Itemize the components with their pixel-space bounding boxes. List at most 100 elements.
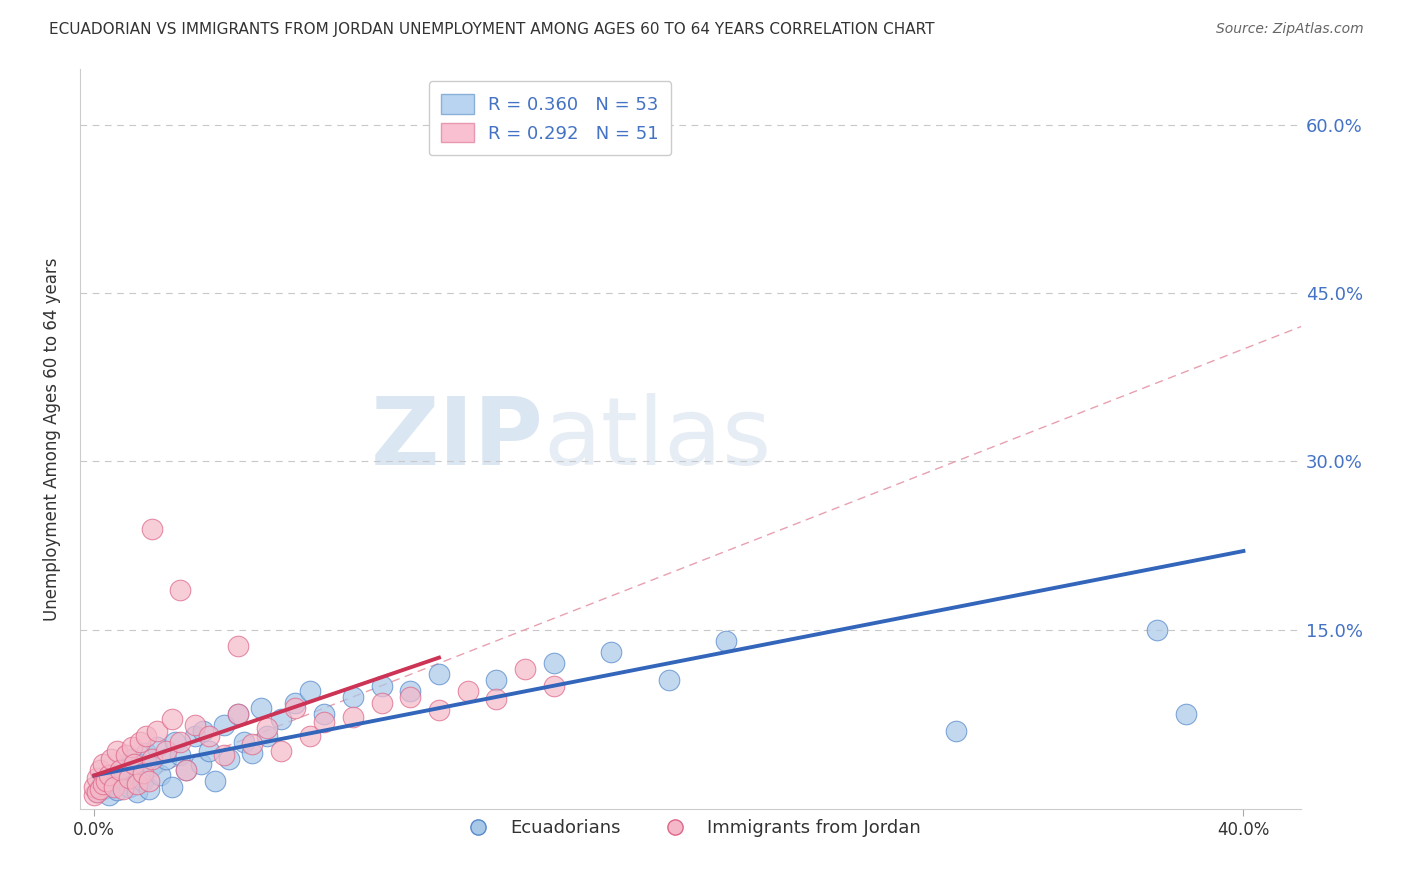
Point (193, 723, 215, 738)
Text: Source: ZipAtlas.com: Source: ZipAtlas.com (1216, 22, 1364, 37)
Point (94, 774, 117, 789)
Text: ECUADORIAN VS IMMIGRANTS FROM JORDAN UNEMPLOYMENT AMONG AGES 60 TO 64 YEARS CORR: ECUADORIAN VS IMMIGRANTS FROM JORDAN UNE… (49, 22, 935, 37)
Point (226, 706, 249, 721)
Point (190, 757, 212, 772)
Point (256, 729, 278, 743)
Point (232, 735, 254, 749)
Point (945, 723, 967, 738)
Point (115, 748, 138, 763)
Point (111, 763, 134, 777)
Point (129, 735, 152, 749)
Point (149, 768, 172, 782)
Point (83, 788, 105, 802)
Point (485, 673, 508, 687)
Point (108, 771, 131, 785)
Point (89, 780, 111, 794)
Point (100, 777, 122, 791)
Point (146, 740, 169, 755)
Point (716, 633, 738, 648)
Point (169, 735, 191, 749)
Y-axis label: Unemployment Among Ages 60 to 64 years: Unemployment Among Ages 60 to 64 years (44, 257, 60, 621)
Point (515, 662, 537, 676)
Text: atlas: atlas (544, 392, 772, 485)
Point (138, 774, 160, 789)
Point (543, 657, 565, 671)
Point (184, 718, 207, 732)
Point (111, 781, 134, 796)
Point (184, 729, 207, 743)
Point (91, 777, 114, 791)
Point (127, 785, 149, 799)
Point (97, 788, 120, 802)
Point (212, 718, 235, 732)
Point (312, 706, 335, 721)
Point (86, 785, 108, 799)
Point (129, 757, 152, 772)
Point (226, 706, 249, 721)
Point (169, 748, 191, 763)
Point (457, 684, 479, 698)
Point (204, 774, 226, 789)
Point (135, 746, 157, 760)
Point (105, 744, 128, 758)
Point (1175, 706, 1198, 721)
Point (198, 744, 221, 758)
Point (427, 703, 450, 717)
Point (83, 780, 105, 794)
Point (543, 679, 565, 693)
Point (146, 723, 169, 738)
Point (250, 701, 273, 715)
Point (226, 640, 249, 654)
Point (132, 774, 155, 789)
Point (100, 751, 122, 765)
Point (135, 729, 157, 743)
Point (103, 780, 125, 794)
Point (91, 757, 114, 772)
Point (270, 744, 292, 758)
Point (399, 690, 422, 704)
Point (298, 729, 321, 743)
Point (485, 692, 508, 706)
Point (155, 751, 177, 765)
Point (89, 781, 111, 796)
Legend: Ecuadorians, Immigrants from Jordan: Ecuadorians, Immigrants from Jordan (453, 812, 928, 845)
Point (160, 780, 183, 794)
Point (600, 645, 623, 659)
Point (86, 785, 108, 799)
Point (370, 696, 392, 710)
Point (97, 768, 120, 782)
Point (370, 679, 392, 693)
Point (127, 777, 149, 791)
Point (658, 673, 681, 687)
Point (298, 684, 321, 698)
Point (342, 690, 364, 704)
Text: ZIP: ZIP (371, 392, 544, 485)
Point (284, 701, 307, 715)
Point (1146, 623, 1168, 637)
Point (284, 696, 307, 710)
Point (141, 751, 163, 765)
Point (312, 714, 335, 729)
Point (256, 722, 278, 736)
Point (118, 771, 141, 785)
Point (155, 744, 177, 758)
Point (141, 522, 163, 536)
Point (218, 751, 240, 765)
Point (270, 712, 292, 726)
Point (174, 763, 197, 777)
Point (212, 748, 235, 763)
Point (103, 768, 125, 782)
Point (94, 774, 117, 789)
Point (91, 781, 114, 796)
Point (124, 757, 146, 772)
Point (160, 712, 183, 726)
Point (240, 746, 263, 760)
Point (198, 729, 221, 743)
Point (240, 737, 263, 751)
Point (141, 759, 163, 773)
Point (169, 583, 191, 598)
Point (342, 710, 364, 724)
Point (89, 763, 111, 777)
Point (105, 783, 128, 797)
Point (399, 684, 422, 698)
